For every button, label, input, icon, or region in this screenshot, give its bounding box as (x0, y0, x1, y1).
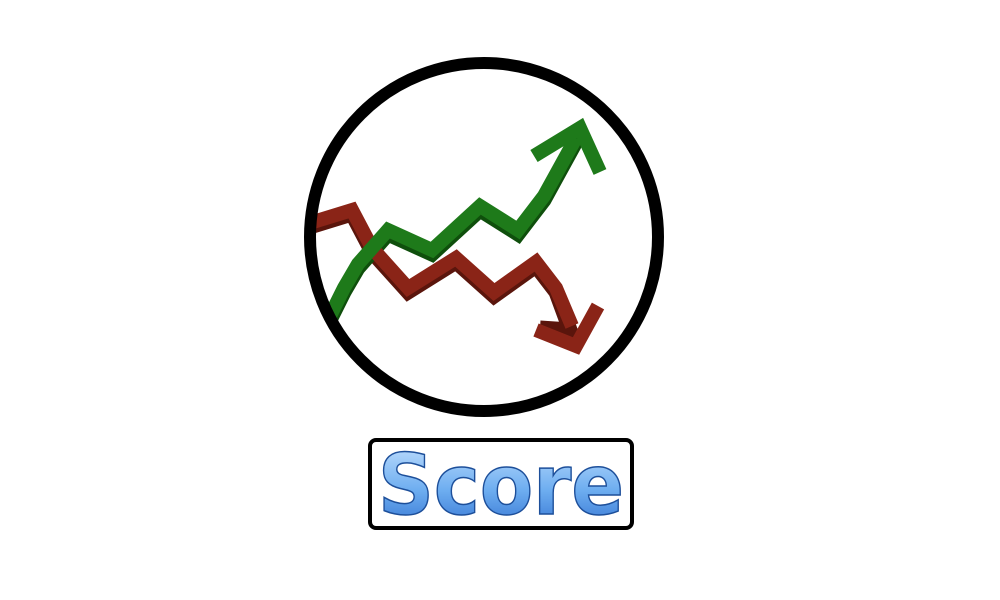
down-arrow-head (533, 302, 605, 355)
score-wordmark: Score (377, 442, 625, 526)
score-label-box: Score (368, 438, 634, 530)
score-label: Score (378, 442, 624, 526)
up-arrow-head (530, 117, 607, 175)
up-trend-line (313, 134, 583, 340)
logo-ring (304, 57, 664, 417)
down-trend-line (310, 201, 579, 329)
